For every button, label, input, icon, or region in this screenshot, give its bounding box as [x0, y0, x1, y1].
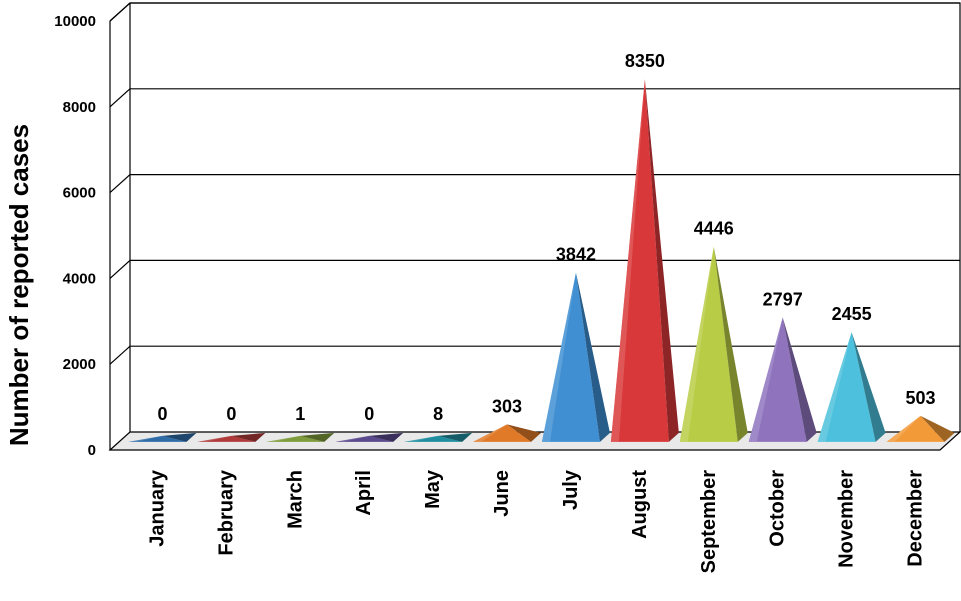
data-label: 8 [433, 404, 443, 424]
pyramid-side-face [438, 432, 473, 442]
pyramid-highlight [886, 415, 921, 442]
pyramid-highlight [748, 317, 783, 442]
x-tick-label: April [353, 470, 375, 516]
y-axis-ticks: 0 2000 4000 6000 8000 10000 [54, 13, 96, 459]
pyramid-highlight [266, 435, 301, 442]
pyramid-side-face [231, 432, 266, 442]
y-tick-label: 2000 [63, 356, 96, 373]
pyramid-side-face [713, 246, 748, 442]
pyramid-highlight [817, 332, 852, 442]
category-labels: January February March April May June July Augu… [146, 469, 926, 573]
x-tick-label: January [146, 469, 168, 547]
pyramid-bar-july [541, 272, 610, 442]
gridline-side [109, 2, 131, 22]
pyramid-highlight [335, 435, 370, 442]
y-tick-label: 6000 [63, 185, 96, 202]
data-label: 1 [295, 404, 305, 424]
pyramid-highlight [679, 246, 714, 442]
data-label: 3842 [556, 245, 596, 265]
x-tick-label: October [767, 470, 789, 547]
x-tick-label: December [905, 470, 927, 567]
y-tick-label: 8000 [63, 99, 96, 116]
data-label: 503 [906, 388, 936, 408]
pyramid-front-face [473, 424, 532, 442]
pyramid-bar-april [335, 432, 404, 442]
pyramid-side-face [369, 432, 404, 442]
data-label: 0 [157, 404, 167, 424]
data-label: 4446 [694, 219, 734, 239]
data-label: 0 [364, 404, 374, 424]
x-tick-label: September [698, 470, 720, 574]
x-tick-label: May [422, 469, 444, 509]
gridline-side [109, 345, 131, 365]
x-tick-label: June [491, 470, 513, 517]
pyramid-side-face [162, 432, 197, 442]
y-tick-label: 10000 [54, 13, 96, 30]
gridline-side [109, 174, 131, 194]
data-label: 303 [492, 396, 522, 416]
x-tick-label: July [560, 469, 582, 510]
y-tick-label: 4000 [63, 270, 96, 287]
pyramid-side-face [782, 317, 817, 442]
pyramid-front-face [610, 79, 669, 442]
pyramid-bar-august [610, 79, 679, 442]
pyramid-bar-june [473, 424, 542, 442]
data-label: 8350 [625, 51, 665, 71]
pyramid-bar-september [679, 246, 748, 442]
pyramid-highlight [404, 435, 439, 442]
back-wall [109, 2, 961, 432]
pyramid-bar-october [748, 317, 817, 442]
pyramid-front-face [541, 272, 600, 442]
data-label: 0 [226, 404, 236, 424]
x-tick-label: November [836, 470, 858, 568]
gridline-side [109, 259, 131, 279]
pyramid-highlight [473, 424, 508, 442]
pyramid-bar-may [404, 432, 473, 442]
data-label: 2797 [763, 289, 803, 309]
y-tick-label: 0 [88, 442, 96, 459]
data-labels: 0 0 1 0 8 303 3842 8350 4446 2797 2455 503 [157, 51, 935, 424]
pyramid-side-face [644, 79, 679, 442]
pyramid-bar-march [266, 432, 335, 442]
chart-frame [108, 2, 961, 451]
pyramid-side-face [851, 332, 886, 442]
pyramid-bar-january [128, 432, 197, 442]
pyramid-highlight [610, 79, 645, 442]
gridline-side [109, 88, 131, 108]
pyramid-highlight [541, 272, 576, 442]
pyramid-side-face [300, 432, 335, 442]
pyramid-highlight [197, 435, 232, 442]
pyramid-bar-december [886, 415, 955, 442]
pyramid-side-face [920, 415, 955, 442]
x-tick-label: February [215, 469, 237, 555]
y-axis-title: Number of reported cases [4, 124, 34, 446]
x-tick-label: August [629, 470, 651, 539]
pyramid-bar-november [817, 332, 886, 442]
pyramid-side-face [575, 272, 610, 442]
pyramid-bars [128, 79, 955, 442]
pyramid-bar-february [197, 432, 266, 442]
data-label: 2455 [832, 304, 872, 324]
pyramid-front-face [817, 332, 876, 442]
pyramid-side-face [507, 424, 542, 442]
x-tick-label: March [284, 470, 306, 529]
pyramid-highlight [128, 435, 163, 442]
gridlines [109, 2, 960, 365]
